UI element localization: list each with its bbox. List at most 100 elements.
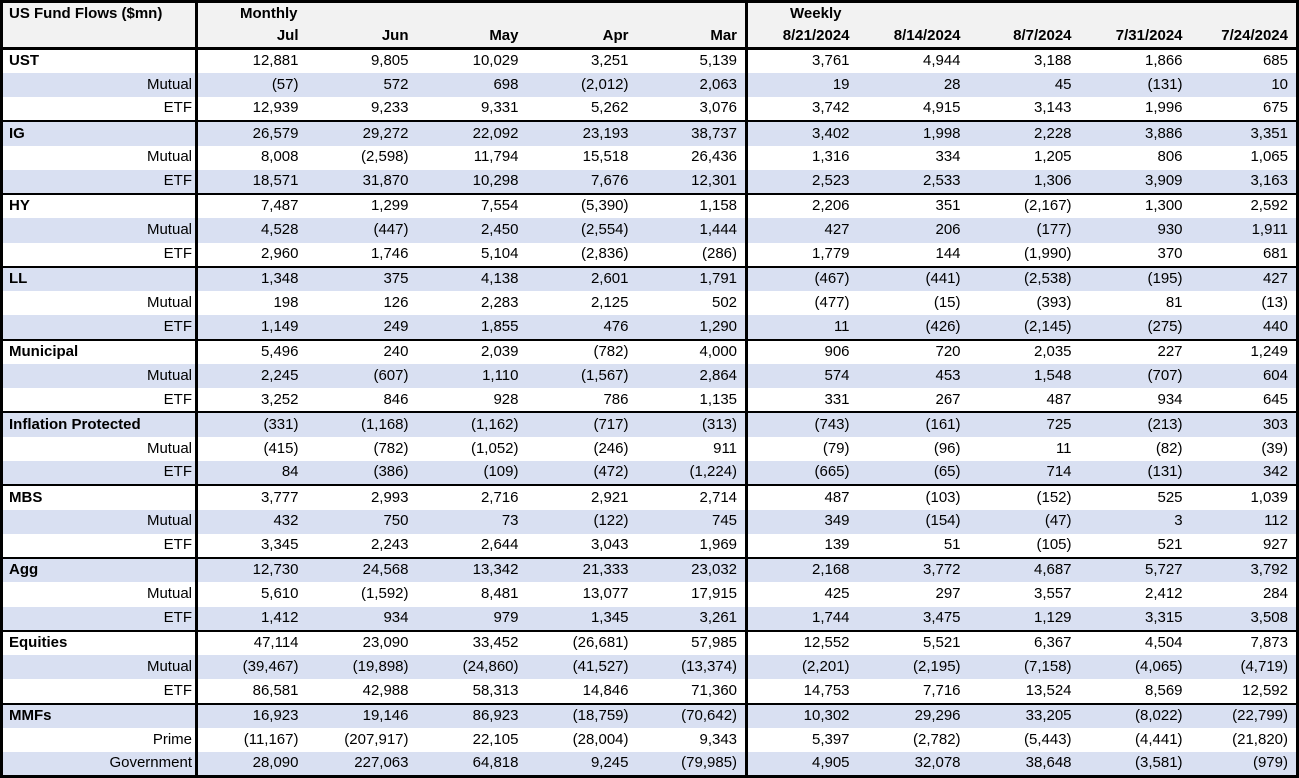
category-row: Municipal 5,496 240 2,039 (782) 4,000 906 720 2,… xyxy=(1,338,1298,364)
sub-row-label: Mutual xyxy=(1,582,198,607)
category-label: MMFs xyxy=(1,702,198,728)
sub-row: Mutual (57) 572 698 (2,012) 2,063 19 28 45 (131) 1… xyxy=(1,72,1298,98)
monthly-value-cell: 13,342 xyxy=(416,557,527,583)
weekly-value-cell: 38,648 xyxy=(968,752,1080,777)
monthly-value-cell: 7,487 xyxy=(196,193,307,219)
monthly-value-cell: (70,642) xyxy=(636,702,747,728)
sub-row-label: ETF xyxy=(1,169,198,195)
monthly-value-cell: 73 xyxy=(416,509,527,534)
monthly-value-cell: (2,012) xyxy=(526,72,637,98)
monthly-value-cell: 1,290 xyxy=(636,315,747,340)
monthly-value-cell: 2,714 xyxy=(636,484,747,510)
monthly-value-cell: 23,032 xyxy=(636,557,747,583)
monthly-value-cell: 934 xyxy=(306,606,417,631)
weekly-value-cell: (2,195) xyxy=(857,655,969,680)
monthly-value-cell: 3,251 xyxy=(590,52,629,70)
weekly-value-cell: (22,799) xyxy=(1190,702,1298,728)
category-row: IG 26,579 29,272 22,092 23,193 38,737 3,402 1,9… xyxy=(1,120,1298,146)
monthly-value-cell: (1,052) xyxy=(470,439,519,457)
weekly-value-cell: (275) xyxy=(1079,315,1191,340)
monthly-value-cell: (109) xyxy=(416,461,527,486)
weekly-value-cell: (5,443) xyxy=(1024,730,1072,748)
category-label: IG xyxy=(1,120,198,146)
weekly-value-cell: 930 xyxy=(1079,218,1191,243)
monthly-value-cell: 22,105 xyxy=(472,730,519,748)
sub-row-label: ETF xyxy=(1,533,198,559)
sub-row-label: Mutual xyxy=(1,291,198,316)
monthly-value-cell: 750 xyxy=(306,509,417,534)
monthly-value-cell: 12,301 xyxy=(636,169,747,195)
sub-row-label: ETF xyxy=(1,242,198,267)
monthly-value-cell: (447) xyxy=(306,218,417,243)
weekly-value-cell: (441) xyxy=(857,265,969,292)
weekly-value-cell: (213) xyxy=(1079,411,1191,437)
monthly-value-cell: 2,243 xyxy=(370,536,409,554)
monthly-value-cell: 33,452 xyxy=(416,629,527,656)
sub-row: Mutual 4,528 (447) 2,450 (2,554) 1,444 427 206(… xyxy=(1,218,1298,243)
category-label: Agg xyxy=(1,557,198,583)
month-column-header: Apr xyxy=(526,25,637,49)
monthly-value-cell: 19,146 xyxy=(306,702,417,728)
weekly-value-cell: (21,820) xyxy=(1232,730,1288,748)
weekly-value-cell: (82) xyxy=(1155,439,1183,457)
monthly-value-cell: 57,985 xyxy=(636,629,747,656)
weekly-value-cell: (96) xyxy=(933,439,961,457)
monthly-value-cell: 1,299 xyxy=(306,193,417,219)
weekly-value-cell: 3,351 xyxy=(1190,120,1298,146)
monthly-value-cell: 5,139 xyxy=(699,52,738,70)
monthly-value-cell: 26,436 xyxy=(691,148,738,166)
weekly-value-cell: 1,548 xyxy=(968,363,1080,389)
monthly-value-cell: 2,601 xyxy=(526,265,637,292)
weekly-value-cell: 11 xyxy=(1055,439,1072,457)
sub-row-label: Mutual xyxy=(1,436,198,462)
weekly-value-cell: 681 xyxy=(1262,245,1288,262)
weekly-value-cell: 3,402 xyxy=(745,120,858,146)
weekly-value-cell: 3,188 xyxy=(1033,52,1072,70)
week-column-header: 8/21/2024 xyxy=(745,25,858,49)
weekly-value-cell: 3,886 xyxy=(1079,120,1191,146)
weekly-value-cell: 331 xyxy=(745,388,858,413)
weekly-value-cell: 2,592 xyxy=(1190,193,1298,219)
weekly-value-cell: 2,206 xyxy=(745,193,858,219)
monthly-value-cell: 5,610 xyxy=(260,585,299,603)
sub-row: ETF 3,252 846 928 786 1,135 331 267 487 934 645 xyxy=(1,388,1298,413)
weekly-value-cell: (131) xyxy=(1079,72,1191,98)
monthly-value-cell: 8,008 xyxy=(260,148,299,166)
weekly-value-cell: 714 xyxy=(968,461,1080,486)
monthly-value-cell: 9,343 xyxy=(699,730,738,748)
weekly-value-cell: 1,998 xyxy=(857,120,969,146)
monthly-value-cell: 786 xyxy=(603,390,629,408)
sub-row-label: Mutual xyxy=(1,145,198,170)
weekly-value-cell: 1,996 xyxy=(1144,99,1183,117)
weekly-value-cell: 284 xyxy=(1262,585,1288,603)
monthly-value-cell: 3,043 xyxy=(590,536,629,554)
sub-row-label: ETF xyxy=(1,679,198,704)
monthly-section-header: Monthly xyxy=(196,1,747,25)
category-row: HY 7,487 1,299 7,554 (5,390) 1,158 2,206 351 (2,… xyxy=(1,193,1298,219)
monthly-value-cell: (28,004) xyxy=(572,730,629,748)
weekly-value-cell: 11 xyxy=(745,315,858,340)
weekly-value-cell: 521 xyxy=(1157,536,1183,554)
category-label: Equities xyxy=(1,629,198,656)
weekly-value-cell: (2,538) xyxy=(968,265,1080,292)
monthly-value-cell: 31,870 xyxy=(306,169,417,195)
monthly-value-cell: 2,864 xyxy=(636,363,747,389)
monthly-value-cell: 16,923 xyxy=(196,702,307,728)
monthly-value-cell: 38,737 xyxy=(636,120,747,146)
monthly-value-cell: 15,518 xyxy=(582,148,629,166)
weekly-value-cell: (15) xyxy=(933,294,961,312)
monthly-value-cell: 42,988 xyxy=(362,681,409,699)
weekly-value-cell: 427 xyxy=(745,218,858,243)
monthly-value-cell: 18,571 xyxy=(196,169,307,195)
monthly-value-cell: 476 xyxy=(526,315,637,340)
monthly-value-cell: 3,345 xyxy=(260,536,299,554)
category-row: MMFs 16,923 19,146 86,923 (18,759) (70,642) 10… xyxy=(1,702,1298,728)
weekly-value-cell: 2,412 xyxy=(1144,585,1183,603)
weekly-value-cell: 1,039 xyxy=(1190,484,1298,510)
weekly-value-cell: 720 xyxy=(857,338,969,364)
monthly-value-cell: 5,496 xyxy=(196,338,307,364)
weekly-value-cell: 28 xyxy=(857,72,969,98)
monthly-value-cell: 2,125 xyxy=(590,294,629,312)
monthly-value-cell: 1,348 xyxy=(196,265,307,292)
monthly-value-cell: 28,090 xyxy=(196,752,307,777)
